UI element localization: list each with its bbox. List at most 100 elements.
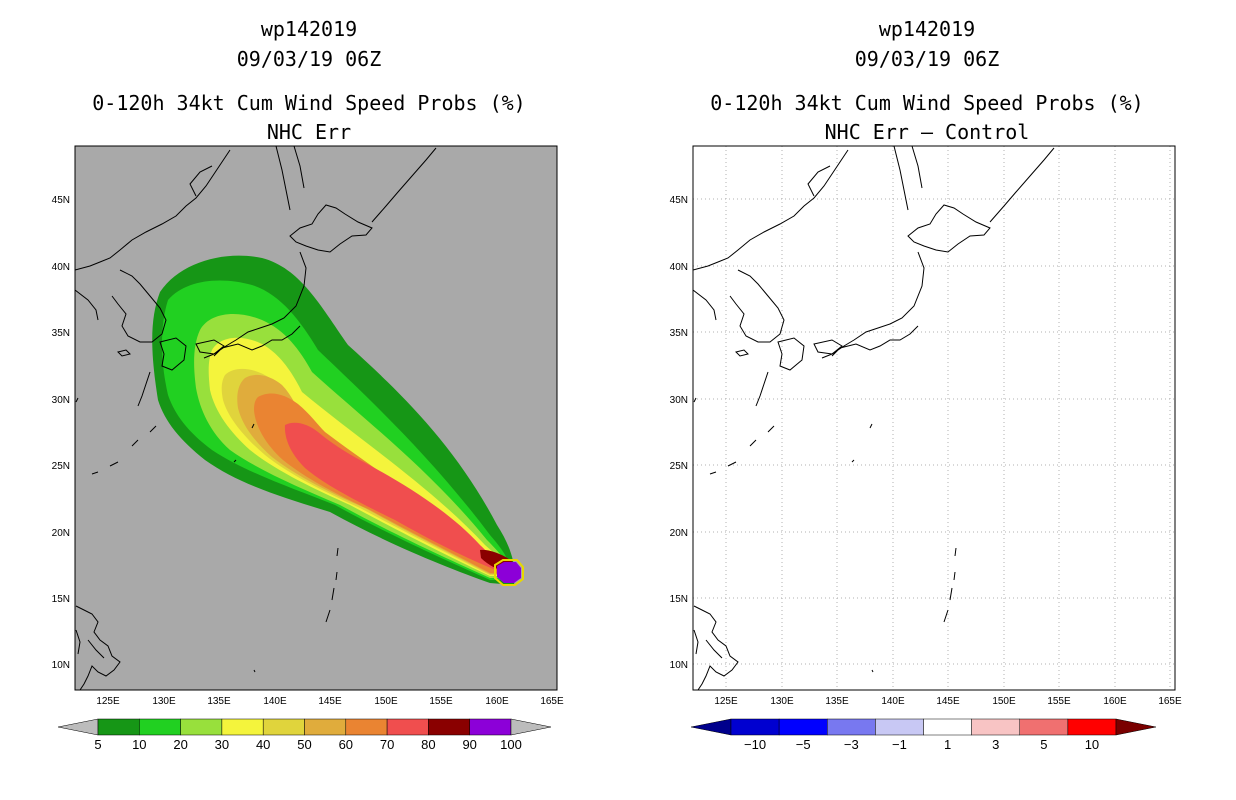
wake-island [253, 669, 256, 673]
left-map-svg: 125E 130E 135E 140E 145E 150E 155E 160E 165E 10N… [52, 145, 564, 752]
lon-tick-label: 125E [96, 696, 120, 707]
legend-label: 10 [132, 737, 146, 752]
probability-legend: 5 10 20 30 40 50 60 70 80 90 100 [57, 718, 552, 752]
legend-label: 50 [297, 737, 311, 752]
product-title: 0-120h 34kt Cum Wind Speed Probs (%) [710, 91, 1144, 115]
lon-tick-label: 155E [429, 696, 453, 707]
product-title: 0-120h 34kt Cum Wind Speed Probs (%) [92, 91, 526, 115]
lat-tick-label: 20N [670, 528, 688, 539]
legend-label: 90 [462, 737, 476, 752]
subtitle: NHC Err – Control [824, 120, 1030, 144]
legend-swatch [875, 718, 924, 736]
jeju-island [735, 349, 749, 357]
japan-kyushu-shikoku-coast [159, 337, 225, 371]
lat-tick-label: 10N [670, 660, 688, 671]
legend-swatch [778, 718, 828, 736]
japan-hokkaido-coast [907, 204, 991, 253]
legend-under-arrow [690, 718, 732, 736]
jeju-island [117, 349, 131, 357]
lon-tick-label: 165E [1158, 696, 1182, 707]
lat-ticks: 10N 15N 20N 25N 30N 35N 40N 45N [52, 195, 70, 671]
izu-bonin-islands [233, 423, 255, 463]
legend-swatch [139, 718, 181, 736]
grid-lines [693, 146, 1175, 690]
lat-tick-label: 25N [670, 461, 688, 472]
legend-swatch [1019, 718, 1069, 736]
japan-honshu-coast [203, 251, 307, 359]
mariana-islands [943, 547, 957, 623]
map-frame [74, 145, 558, 691]
legend-label: −10 [744, 737, 766, 752]
lon-tick-label: 140E [263, 696, 287, 707]
lon-tick-label: 145E [318, 696, 342, 707]
map-frame [692, 145, 1176, 691]
prob-70-contour [284, 422, 497, 570]
ryukyu-islands [693, 371, 775, 475]
lon-tick-label: 160E [1103, 696, 1127, 707]
legend-swatch [221, 718, 264, 736]
legend-swatch [469, 718, 512, 736]
legend-swatch [386, 718, 429, 736]
lat-tick-label: 25N [52, 461, 70, 472]
lon-tick-label: 130E [770, 696, 794, 707]
legend-label: 100 [500, 737, 522, 752]
legend-swatch [428, 718, 470, 736]
coastlines [75, 146, 437, 690]
legend-label: 10 [1085, 737, 1099, 752]
storm-id: wp142019 [260, 17, 358, 41]
lon-tick-label: 140E [881, 696, 905, 707]
lat-tick-label: 30N [52, 395, 70, 406]
legend-swatch [827, 718, 876, 736]
china-russia-coast [75, 149, 231, 321]
legend-swatch [730, 718, 780, 736]
japan-honshu-coast [821, 251, 925, 359]
lat-tick-label: 35N [52, 328, 70, 339]
legend-label: 40 [256, 737, 270, 752]
philippines-coast [693, 605, 739, 690]
sakhalin-coast [275, 146, 305, 211]
left-panel: wp142019 09/03/19 06Z 0-120h 34kt Cum Wi… [52, 17, 564, 752]
storm-id: wp142019 [878, 17, 976, 41]
korea-coast [111, 269, 167, 343]
legend-swatch [923, 718, 972, 736]
lat-tick-label: 35N [670, 328, 688, 339]
lat-tick-label: 40N [670, 262, 688, 273]
izu-bonin-islands [851, 423, 873, 463]
lat-tick-label: 15N [670, 594, 688, 605]
china-russia-coast [693, 149, 849, 321]
legend-swatch [971, 718, 1020, 736]
lon-tick-label: 130E [152, 696, 176, 707]
legend-under-arrow [57, 718, 99, 736]
prob-100-core-outline [494, 559, 524, 586]
lat-tick-label: 20N [52, 528, 70, 539]
legend-label: 60 [339, 737, 353, 752]
prob-100-core [497, 562, 521, 583]
sakhalin-coast [893, 146, 923, 211]
lon-tick-label: 150E [992, 696, 1016, 707]
lon-tick-label: 155E [1047, 696, 1071, 707]
legend-label: 5 [1040, 737, 1047, 752]
lat-tick-label: 30N [670, 395, 688, 406]
datetime: 09/03/19 06Z [854, 47, 1000, 71]
coastlines [693, 146, 1055, 690]
legend-label: 3 [992, 737, 999, 752]
legend-label: −5 [796, 737, 811, 752]
legend-label: 80 [421, 737, 435, 752]
legend-label: 70 [380, 737, 394, 752]
legend-label: 30 [215, 737, 229, 752]
wake-island [871, 669, 874, 673]
datetime: 09/03/19 06Z [236, 47, 382, 71]
ryukyu-islands [75, 371, 157, 475]
lon-tick-label: 125E [714, 696, 738, 707]
legend-swatch [180, 718, 223, 736]
map-background [693, 146, 1175, 690]
lat-tick-label: 10N [52, 660, 70, 671]
mariana-islands [325, 547, 339, 623]
legend-over-arrow [510, 718, 552, 736]
lon-tick-label: 135E [207, 696, 231, 707]
kuril-islands [371, 147, 437, 223]
lat-ticks: 10N 15N 20N 25N 30N 35N 40N 45N [670, 195, 688, 671]
legend-label: 5 [94, 737, 101, 752]
legend-swatch [304, 718, 347, 736]
lon-tick-label: 135E [825, 696, 849, 707]
